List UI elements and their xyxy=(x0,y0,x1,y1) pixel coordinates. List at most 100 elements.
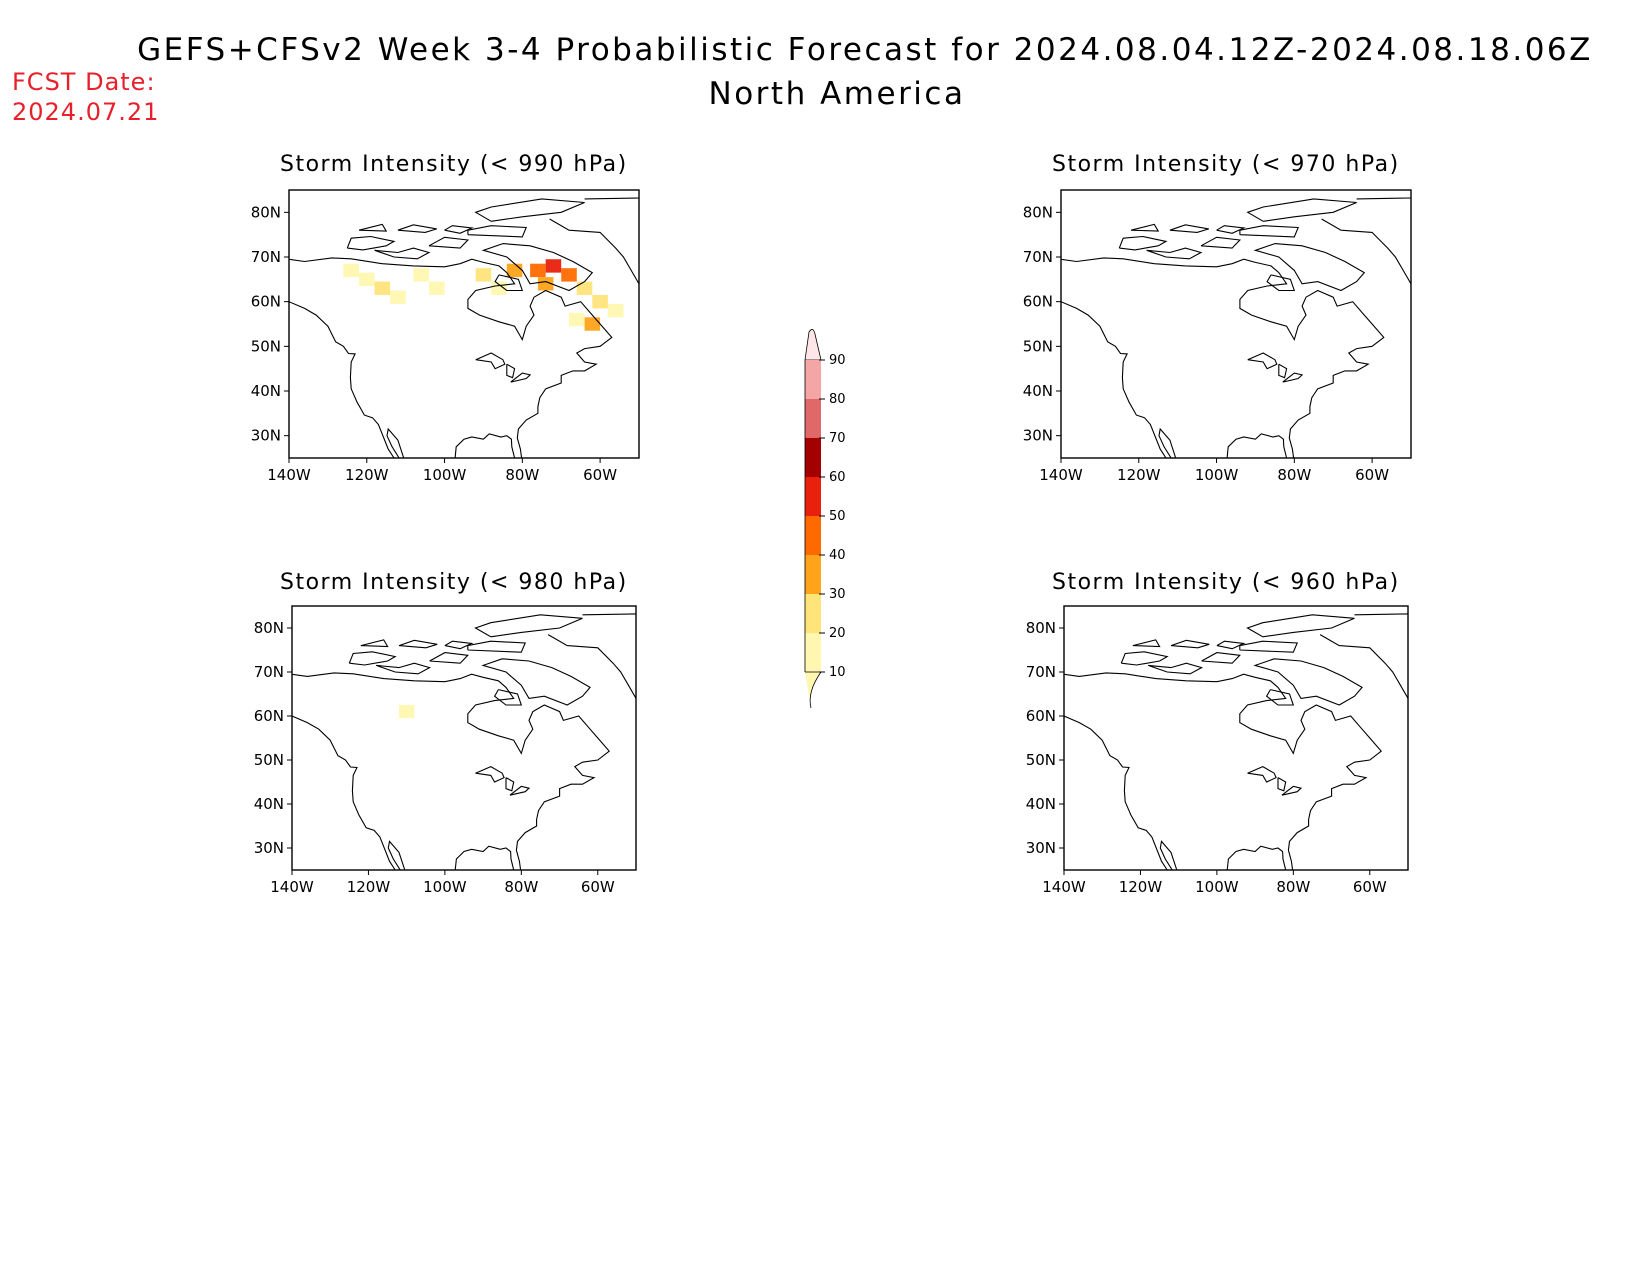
lake-outline xyxy=(1247,352,1278,370)
lake-outline xyxy=(1277,777,1287,792)
lon-tick-label: 120W xyxy=(347,878,391,896)
island-outline xyxy=(397,224,437,233)
probability-cell xyxy=(359,272,375,287)
island-outline xyxy=(1120,651,1169,666)
coastline xyxy=(1061,257,1385,458)
lake-outline xyxy=(510,372,532,383)
lat-tick-label: 50N xyxy=(251,337,281,355)
lon-tick-label: 80W xyxy=(505,466,539,484)
lon-tick-label: 60W xyxy=(583,466,617,484)
island-outline xyxy=(1216,640,1246,650)
island-outline xyxy=(467,225,528,238)
lon-tick-label: 120W xyxy=(1117,466,1161,484)
panel-title-990: Storm Intensity (< 990 hPa) xyxy=(280,152,628,177)
lake-outline xyxy=(1247,765,1277,783)
island-outline xyxy=(374,247,431,260)
coastline xyxy=(582,613,636,616)
lake-outline xyxy=(1281,785,1303,796)
lat-tick-label: 60N xyxy=(251,293,281,311)
island-outline xyxy=(1201,652,1241,664)
coastline xyxy=(547,634,636,699)
coastline xyxy=(1354,613,1408,616)
colorbar-label: 10 xyxy=(829,665,846,680)
colorbar-swatch xyxy=(805,360,821,399)
lon-tick-label: 120W xyxy=(1119,878,1163,896)
colorbar-swatch xyxy=(805,594,821,633)
island-outline xyxy=(474,614,583,638)
lon-tick-label: 80W xyxy=(1276,878,1310,896)
colorbar-label: 80 xyxy=(829,392,846,407)
lon-tick-label: 60W xyxy=(581,878,615,896)
lat-tick-label: 40N xyxy=(1026,795,1056,813)
lat-tick-label: 60N xyxy=(1026,707,1056,725)
lat-tick-label: 30N xyxy=(1026,839,1056,857)
probability-cell xyxy=(584,317,601,331)
island-outline xyxy=(1266,274,1296,292)
island-outline xyxy=(1169,224,1209,233)
lat-tick-label: 60N xyxy=(1023,293,1053,311)
island-outline xyxy=(493,689,523,706)
lon-tick-label: 80W xyxy=(1277,466,1311,484)
coastline xyxy=(292,672,610,870)
lake-outline xyxy=(505,777,515,792)
colorbar-label: 90 xyxy=(829,353,846,368)
island-outline xyxy=(1146,247,1203,260)
map-panel-980: 140W 120W 100W 80W 60W 80N 70N 60N 50N 40N 30N xyxy=(254,605,637,896)
lon-tick-label: 60W xyxy=(1353,878,1387,896)
island-outline xyxy=(444,225,474,234)
coastline xyxy=(289,301,405,458)
probability-cell xyxy=(607,303,624,318)
probability-cell xyxy=(475,268,492,282)
coastline xyxy=(454,433,516,458)
island-outline xyxy=(375,662,432,675)
lat-tick-label: 60N xyxy=(254,707,284,725)
lat-tick-label: 70N xyxy=(251,248,281,266)
probability-cell xyxy=(592,294,608,309)
coastline xyxy=(289,257,613,458)
lat-tick-label: 70N xyxy=(254,663,284,681)
coastline xyxy=(549,218,639,285)
lat-tick-label: 70N xyxy=(1026,663,1056,681)
panel-title-960: Storm Intensity (< 960 hPa) xyxy=(1052,570,1400,595)
lat-tick-label: 80N xyxy=(1023,203,1053,221)
island-outline xyxy=(346,235,396,251)
colorbar-swatch xyxy=(805,633,821,672)
fcst-date-label: FCST Date: xyxy=(12,68,156,96)
lat-tick-label: 50N xyxy=(1023,337,1053,355)
island-outline xyxy=(1132,639,1161,648)
lon-tick-label: 100W xyxy=(423,878,467,896)
map-panel-960: 140W 120W 100W 80W 60W 80N 70N 60N 50N 40N 30N xyxy=(1026,605,1409,896)
probability-cell xyxy=(561,268,577,282)
colorbar-label: 70 xyxy=(829,431,846,446)
island-outline xyxy=(1253,243,1366,292)
lake-outline xyxy=(1282,372,1304,383)
probability-cell xyxy=(576,281,593,295)
coastline xyxy=(292,715,406,870)
panel-title-980: Storm Intensity (< 980 hPa) xyxy=(280,570,628,595)
island-outline xyxy=(481,243,594,292)
colorbar-label: 40 xyxy=(829,548,846,563)
coastline xyxy=(1356,197,1411,200)
coastline xyxy=(1321,218,1411,285)
colorbar-label: 30 xyxy=(829,587,846,602)
lat-tick-label: 70N xyxy=(1023,248,1053,266)
island-outline xyxy=(1246,198,1357,222)
lon-tick-label: 140W xyxy=(1039,466,1083,484)
map-frame xyxy=(1063,605,1409,871)
coastline xyxy=(1226,433,1288,458)
lat-tick-label: 80N xyxy=(254,619,284,637)
probability-cell xyxy=(569,312,585,327)
lat-tick-label: 40N xyxy=(254,795,284,813)
colorbar-label: 50 xyxy=(829,509,846,524)
lon-tick-label: 60W xyxy=(1355,466,1389,484)
colorbar-cap-bottom xyxy=(805,671,822,709)
coastline xyxy=(1061,301,1177,458)
island-outline xyxy=(1200,236,1242,249)
colorbar-label: 20 xyxy=(829,626,846,641)
lake-outline xyxy=(475,765,505,783)
probability-cell xyxy=(343,263,359,278)
lon-tick-label: 120W xyxy=(345,466,389,484)
map-frame xyxy=(291,605,637,871)
probability-cell xyxy=(530,263,546,278)
probability-cell xyxy=(537,277,554,291)
